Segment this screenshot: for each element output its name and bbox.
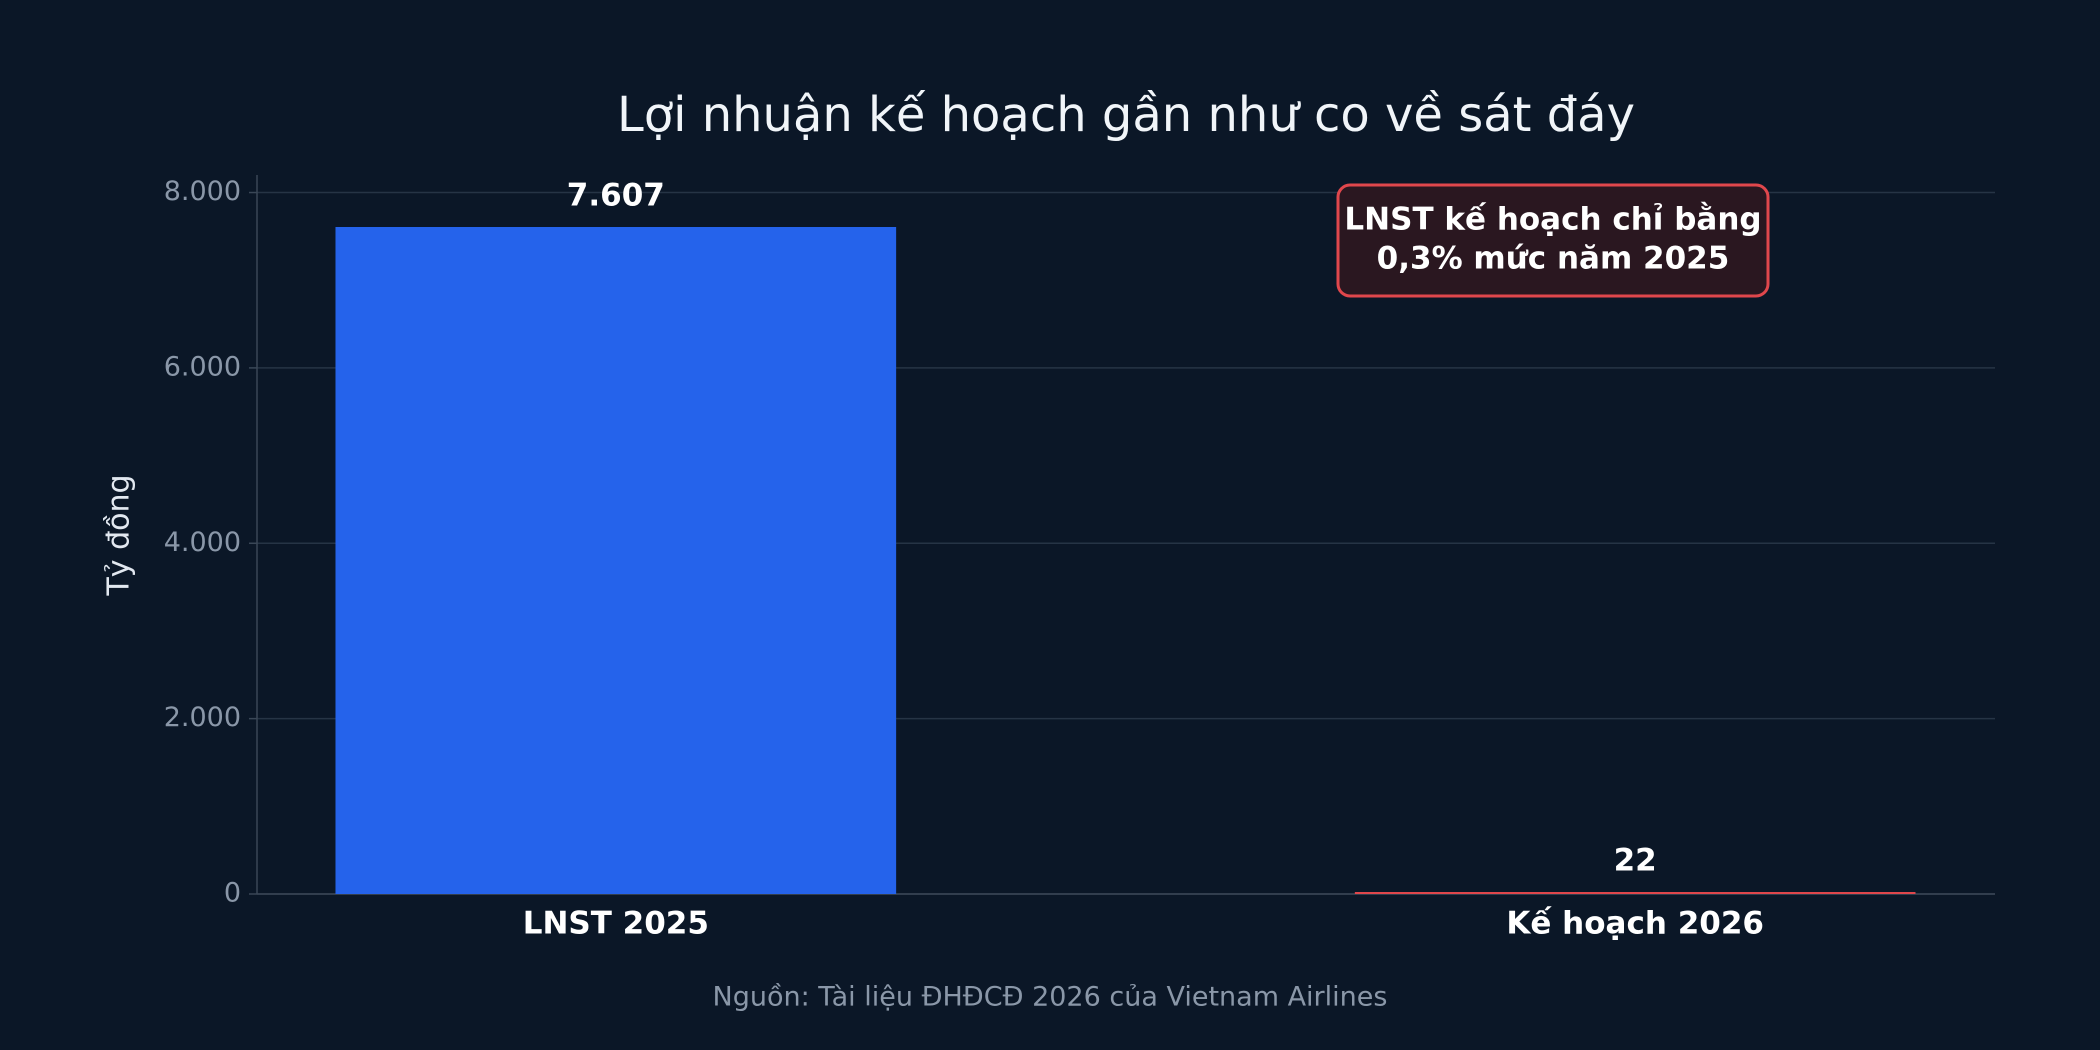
y-tick-label: 0	[224, 878, 241, 909]
chart-title: Lợi nhuận kế hoạch gần như co về sát đáy	[617, 87, 1635, 143]
annotation-text: LNST kế hoạch chỉ bằng	[1344, 202, 1761, 238]
bar	[1354, 892, 1916, 894]
value-label: 7.607	[567, 177, 665, 213]
value-label: 22	[1614, 843, 1657, 879]
y-tick-label: 2.000	[164, 702, 241, 733]
y-tick-label: 8.000	[164, 176, 241, 207]
x-tick-label: LNST 2025	[523, 906, 709, 942]
y-tick-label: 6.000	[164, 351, 241, 382]
annotation-box	[1336, 183, 1770, 298]
x-tick-label: Kế hoạch 2026	[1506, 906, 1764, 942]
source-note: Nguồn: Tài liệu ĐHĐCĐ 2026 của Vietnam A…	[713, 982, 1388, 1013]
bar	[335, 226, 897, 894]
y-axis-label: Tỷ đồng	[102, 474, 137, 596]
annotation-text: 0,3% mức năm 2025	[1377, 241, 1730, 277]
y-tick-label: 4.000	[164, 527, 241, 558]
